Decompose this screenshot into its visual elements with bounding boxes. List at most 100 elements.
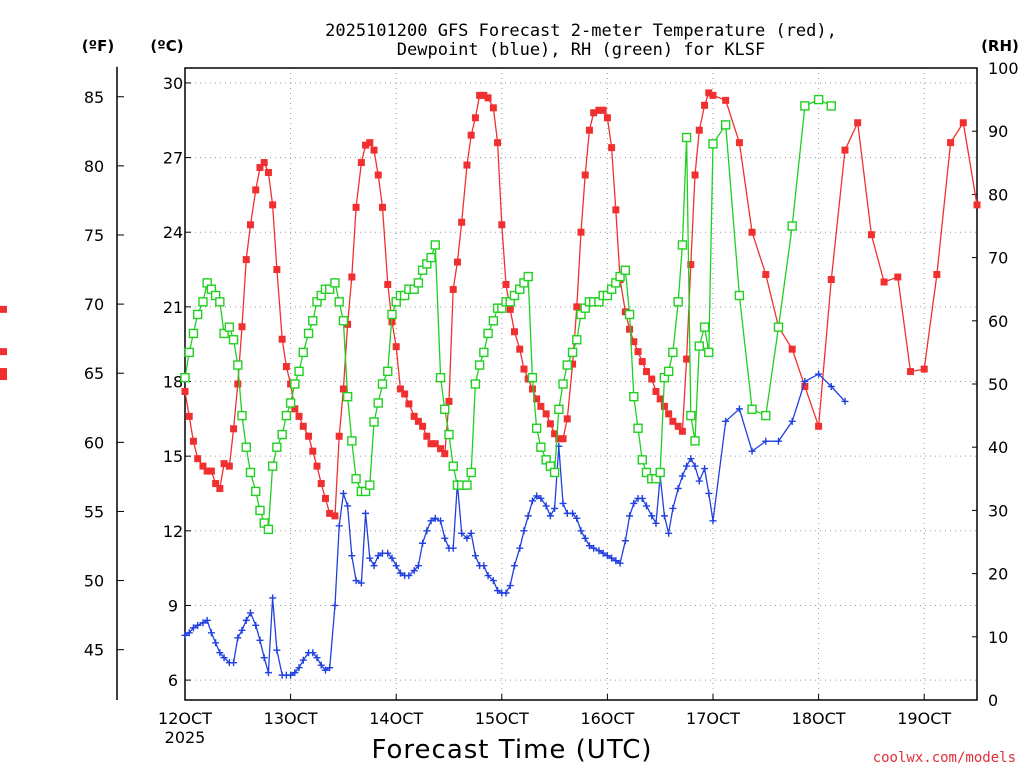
temperature-point (216, 485, 224, 493)
temperature-point (392, 343, 400, 351)
series-temperature (0, 89, 981, 520)
temperature-point (246, 221, 254, 229)
rh-point (620, 265, 631, 275)
x-tick-label: 15OCT (475, 709, 529, 728)
rh-point (787, 221, 797, 231)
x-tick-label: 19OCT (897, 709, 951, 728)
temperature-point (489, 104, 497, 112)
rh-point (773, 322, 784, 332)
temperature-point (674, 422, 682, 430)
unit-label-fahrenheit: (ºF) (82, 37, 114, 55)
dewpoint-point (388, 554, 396, 562)
chart-title-line-1: 2025101200 GFS Forecast 2-meter Temperat… (325, 21, 837, 41)
rh-point (699, 322, 710, 332)
temperature-point (203, 467, 211, 475)
temperature-point (185, 412, 193, 420)
temperature-point (626, 325, 634, 333)
temperature-point (260, 159, 268, 167)
temperature-point (242, 256, 250, 264)
year-label: 2025 (165, 728, 206, 747)
dewpoint-point (748, 447, 756, 455)
temperature-point (181, 387, 189, 395)
rh-point (488, 316, 499, 326)
rh-point (267, 461, 278, 471)
temperature-point (559, 435, 567, 443)
temperature-point (854, 119, 862, 127)
y-tick-label-f: 65 (84, 364, 104, 383)
temperature-point (612, 206, 620, 214)
dewpoint-point (524, 512, 532, 520)
temperature-point (264, 169, 272, 177)
temperature-point (933, 271, 941, 279)
dewpoint-point (546, 512, 554, 520)
rh-point (377, 379, 388, 389)
rh-point (720, 120, 731, 130)
y-tick-label-f: 70 (84, 295, 104, 314)
dewpoint-point (230, 659, 238, 667)
temperature-point (678, 427, 686, 435)
rh-point (383, 366, 393, 377)
temperature-point (309, 447, 317, 455)
temperature-point (656, 395, 664, 403)
dewpoint-point (691, 462, 699, 470)
axes: 30 27 24 21 18 15 12 9 6 12OCT 13OCT 14OCT 15OCT 16OC… (84, 59, 1019, 728)
temperature-point (669, 417, 677, 425)
unit-label-rh: (RH) (981, 37, 1019, 55)
temperature-point (695, 126, 703, 134)
rh-point (255, 505, 265, 516)
dewpoint-point (246, 609, 254, 617)
dewpoint-point (449, 544, 457, 552)
dewpoint-point (437, 517, 445, 525)
temperature-point (453, 258, 461, 266)
dewpoint-point (660, 512, 668, 520)
dewpoint-point (510, 562, 518, 570)
temperature-point (0, 305, 7, 313)
rh-point (430, 240, 440, 250)
y-tick-label-c: 30 (163, 74, 183, 93)
temperature-point (634, 348, 642, 356)
dewpoint-point (441, 534, 449, 542)
dewpoint-point (735, 405, 743, 413)
temperature-point (551, 430, 559, 438)
dewpoint-point (701, 465, 709, 473)
temperature-point (199, 462, 207, 470)
dewpoint-point (827, 382, 835, 390)
rh-point (290, 379, 300, 389)
y-tick-label-rh: 50 (988, 375, 1008, 394)
rh-point (615, 271, 625, 282)
dewpoint-point (603, 552, 611, 560)
temperature-point (335, 432, 343, 440)
dewpoint-point (331, 601, 339, 609)
dewpoint-point (242, 616, 250, 624)
temperature-point (291, 405, 299, 413)
rh-point (572, 335, 582, 345)
dewpoint-point (344, 502, 352, 510)
y-tick-label-c: 12 (163, 522, 183, 541)
rh-point (624, 309, 635, 320)
temperature-point (709, 91, 717, 99)
dewpoint-point (595, 547, 603, 555)
dewpoint-point (220, 654, 228, 662)
temperature-point (230, 425, 238, 433)
dewpoint-point (256, 636, 264, 644)
rh-point (444, 429, 454, 440)
rh-point (655, 467, 665, 478)
temperature-point (234, 380, 242, 388)
rh-point (241, 442, 251, 452)
dewpoint-point (599, 549, 607, 557)
temperature-point (0, 373, 7, 381)
temperature-point (299, 422, 307, 430)
y-tick-label-rh: 30 (988, 501, 1008, 520)
dewpoint-point (366, 554, 374, 562)
temperature-point (321, 494, 329, 502)
temperature-point (595, 106, 603, 114)
temperature-point (437, 445, 445, 453)
dewpoint-point (269, 594, 277, 602)
temperature-point (815, 422, 823, 430)
dewpoint-point (506, 582, 514, 590)
temperature-point (370, 146, 378, 154)
dewpoint-point (410, 567, 418, 575)
dewpoint-point (392, 562, 400, 570)
temperature-point (441, 450, 449, 458)
